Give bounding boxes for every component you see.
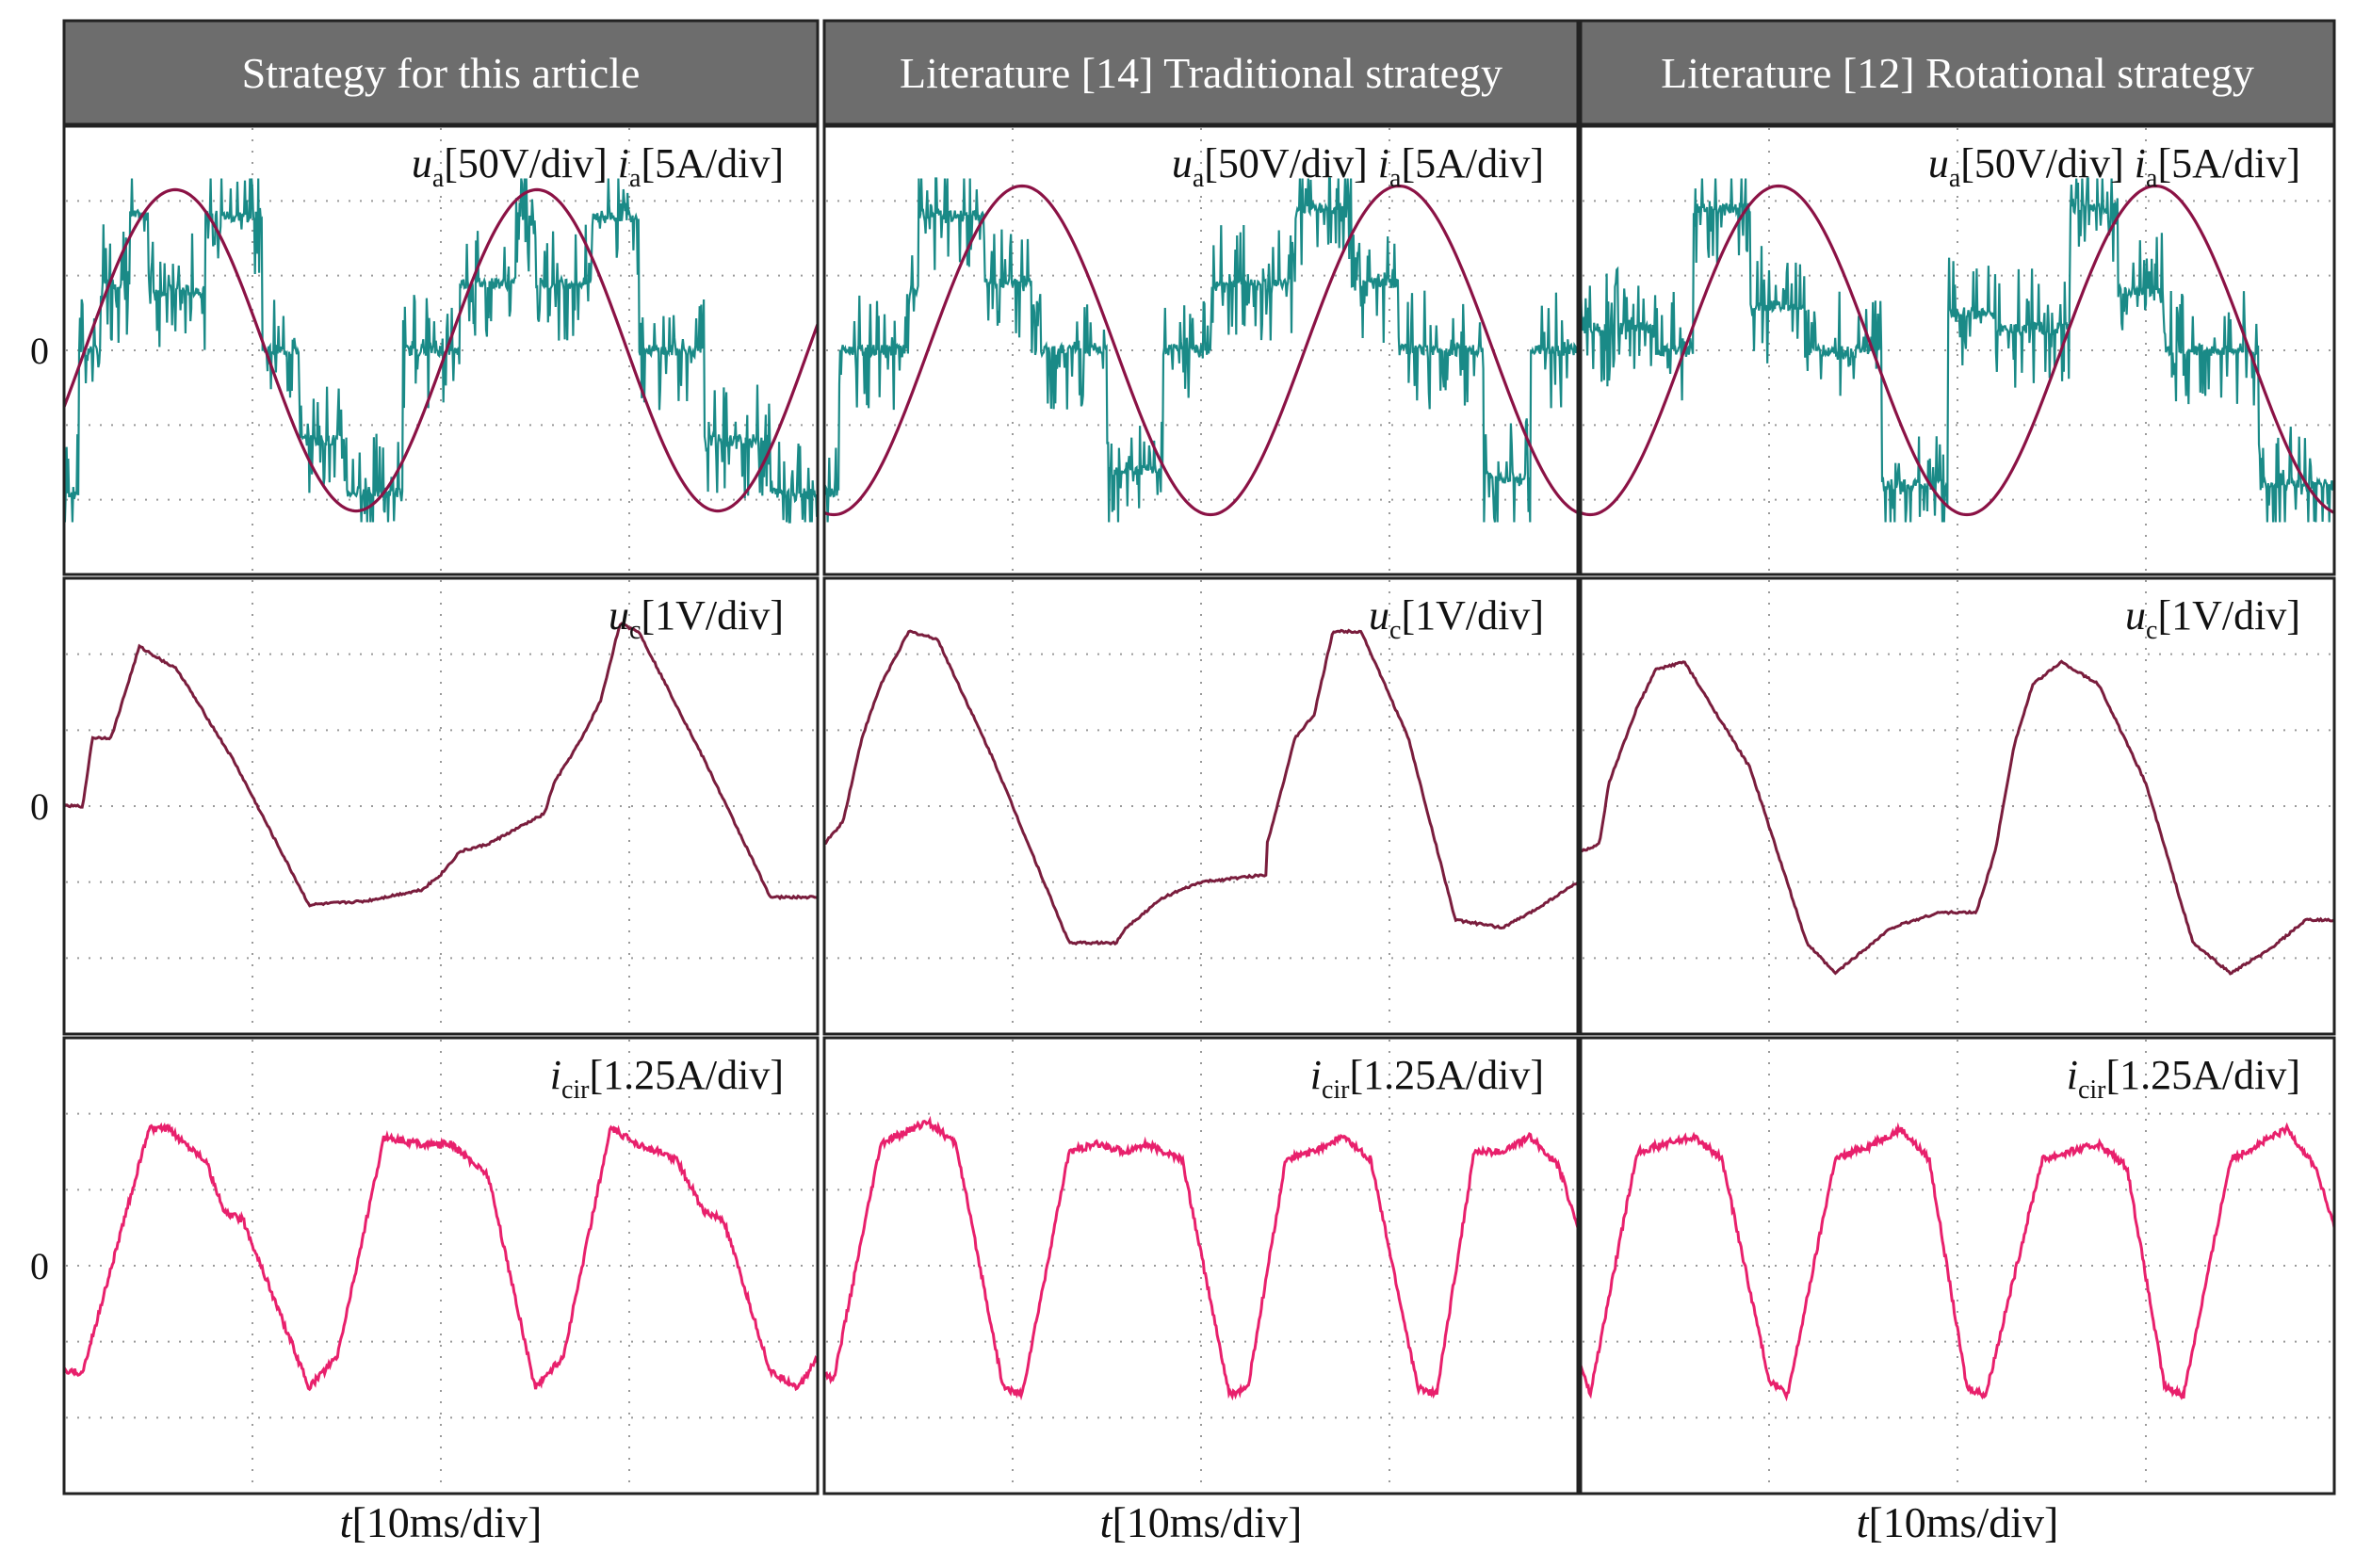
channel-label-ua_ia-this: ua[50V/div] ia[5A/div] [412,140,784,193]
label-symbol: u [1172,140,1193,186]
frames-layer [62,124,2336,1495]
channel-label-ua_ia-rot: ua[50V/div] ia[5A/div] [1928,140,2300,193]
label-scale: [50V/div] [1960,140,2124,186]
header-bg-trad [822,19,1580,126]
label-scale: [50V/div] [1204,140,1368,186]
channel-label-uc-rot: uc[1V/div] [2125,592,2300,645]
channel-label-uc-this: uc[1V/div] [609,592,784,645]
x-axis-label-this: t[10ms/div] [340,1498,543,1546]
label-scale: [5A/div] [2157,140,2300,186]
label-symbol: u [2125,592,2146,639]
panel-frame-ua_ia-rot [1579,124,2336,576]
label-symbol: i [618,140,629,186]
panel-frame-uc-this [62,576,820,1036]
label-symbol: i [550,1052,561,1098]
channel-label-ua_ia-trad: ua[50V/div] ia[5A/div] [1172,140,1544,193]
label-subscript: cir [2078,1075,2106,1105]
label-subscript: cir [561,1075,590,1105]
label-symbol: i [1378,140,1389,186]
panel-frame-uc-rot [1579,576,2336,1036]
header-bg-this [62,19,820,126]
label-scale: [1.25A/div] [589,1052,784,1098]
trace-ia-rot [1580,184,2335,517]
panel-frame-uc-trad [822,576,1580,1036]
label-symbol: i [2135,140,2146,186]
header-bg-rot [1579,19,2336,126]
label-scale: [1V/div] [1401,592,1544,639]
x-axis-label-rot: t[10ms/div] [1857,1498,2059,1546]
trace-ia-trad [823,184,1579,517]
channel-label-uc-trad: uc[1V/div] [1369,592,1544,645]
label-scale: [50V/div] [444,140,608,186]
label-scale: [1V/div] [641,592,784,639]
trace-ua-rot [1579,177,2336,523]
label-scale: [1.25A/div] [1349,1052,1544,1098]
channel-label-icir-rot: icir[1.25A/div] [2067,1052,2300,1105]
trace-ia-this [62,187,820,513]
label-symbol: i [1310,1052,1322,1098]
trace-ua-this [62,178,820,524]
panel-frame-icir-this [62,1036,820,1495]
column-title-this: Strategy for this article [242,49,641,97]
label-subscript: a [432,164,445,193]
trace-icir-trad [822,1115,1580,1401]
label-subscript: a [629,164,642,193]
label-subscript: c [629,616,641,645]
channel-label-icir-trad: icir[1.25A/div] [1310,1052,1544,1105]
trace-uc-rot [1580,659,2335,976]
labels-layer: ua[50V/div] ia[5A/div]uc[1V/div]icir[1.2… [30,140,2300,1546]
label-subscript: a [1193,164,1205,193]
label-symbol: i [2067,1052,2078,1098]
panel-frame-icir-rot [1579,1036,2336,1495]
zero-label-ua_ia: 0 [30,330,49,372]
label-subscript: a [2146,164,2158,193]
label-subscript: c [2146,616,2157,645]
traces-layer [62,177,2336,1402]
x-axis-label-trad: t[10ms/div] [1100,1498,1303,1546]
panel-frame-ua_ia-this [62,124,820,576]
label-symbol: u [609,592,629,639]
label-subscript: a [1949,164,1961,193]
label-scale: [5A/div] [641,140,784,186]
channel-label-icir-this: icir[1.25A/div] [550,1052,784,1105]
trace-uc-this [62,622,819,908]
label-subscript: c [1389,616,1401,645]
zero-label-icir: 0 [30,1245,49,1287]
trace-uc-trad [823,628,1580,946]
label-symbol: u [1369,592,1389,639]
headers-layer: Strategy for this article Literature [14]… [62,19,2336,126]
zero-label-uc: 0 [30,785,49,828]
label-symbol: u [412,140,432,186]
column-title-trad: Literature [14] Traditional strategy [900,49,1502,97]
column-title-rot: Literature [12] Rotational strategy [1661,49,2254,97]
label-subscript: a [1389,164,1402,193]
label-scale: [1.25A/div] [2105,1052,2300,1098]
trace-icir-rot [1579,1122,2336,1402]
panel-frame-icir-trad [822,1036,1580,1495]
label-subscript: cir [1322,1075,1350,1105]
label-scale: [5A/div] [1401,140,1544,186]
label-scale: [1V/div] [2157,592,2300,639]
trace-ua-trad [823,177,1580,523]
trace-icir-this [62,1122,820,1392]
panel-frame-ua_ia-trad [822,124,1580,576]
label-symbol: u [1928,140,1949,186]
